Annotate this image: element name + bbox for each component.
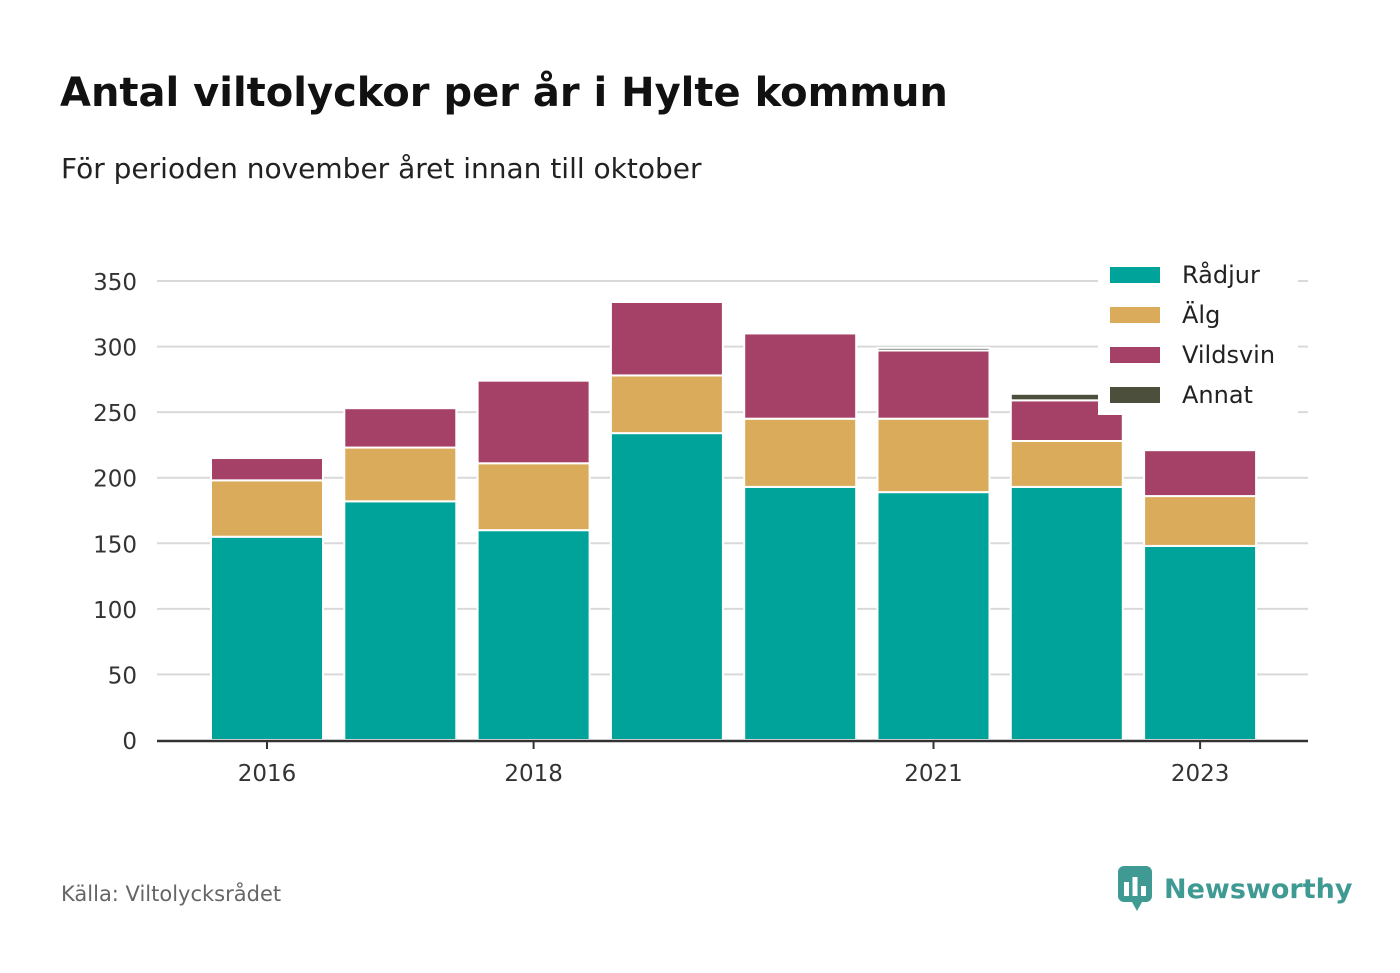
y-tick-label: 300 — [93, 336, 137, 362]
bar-segment-rådjur — [1009, 485, 1124, 741]
source-note: Källa: Viltolycksrådet — [61, 882, 282, 906]
legend-item: Rådjur — [1098, 255, 1298, 295]
x-tick-label: 2021 — [904, 761, 963, 787]
bar-segment-rådjur — [876, 491, 991, 742]
chart-legend: Rådjur Älg Vildsvin Annat — [1098, 255, 1298, 415]
legend-item: Annat — [1098, 375, 1298, 415]
legend-label: Älg — [1182, 301, 1221, 329]
bar-segment-vildsvin — [743, 332, 858, 420]
bar-segment-älg — [1009, 439, 1124, 488]
bar-segment-vildsvin — [876, 349, 991, 420]
bar-segment-rådjur — [1143, 544, 1258, 741]
legend-swatch — [1110, 387, 1160, 403]
legend-item: Vildsvin — [1098, 335, 1298, 375]
y-tick-label: 250 — [93, 401, 137, 427]
legend-label: Vildsvin — [1182, 341, 1276, 369]
x-tick-label: 2018 — [504, 761, 563, 787]
newsworthy-logo-icon — [1118, 866, 1152, 911]
y-tick-label: 350 — [93, 270, 137, 296]
bar-segment-älg — [210, 479, 324, 538]
y-tick-label: 200 — [93, 467, 137, 493]
bar-segment-älg — [609, 374, 724, 435]
legend-swatch — [1110, 267, 1160, 283]
chart-subtitle: För perioden november året innan till ok… — [61, 152, 702, 185]
bar-segment-älg — [1143, 495, 1258, 547]
legend-label: Annat — [1182, 381, 1253, 409]
bar-segment-älg — [343, 446, 458, 503]
bar-segment-vildsvin — [609, 300, 724, 377]
bar-segment-vildsvin — [1143, 449, 1258, 498]
legend-swatch — [1110, 307, 1160, 323]
bar-segment-vildsvin — [343, 407, 458, 449]
legend-item: Älg — [1098, 295, 1298, 335]
bar-segment-rådjur — [609, 432, 724, 741]
bar-segment-rådjur — [743, 485, 858, 741]
bar-segment-annat — [876, 346, 991, 352]
brand-logo: Newsworthy — [1118, 866, 1352, 912]
bar-segment-vildsvin — [210, 457, 324, 482]
bar-segment-rådjur — [210, 535, 324, 741]
bar-segment-älg — [876, 417, 991, 494]
bar-segment-rådjur — [343, 500, 458, 741]
bar-segment-älg — [476, 462, 591, 532]
y-tick-label: 150 — [93, 532, 137, 558]
brand-name: Newsworthy — [1164, 873, 1353, 905]
x-tick-label: 2016 — [238, 761, 297, 787]
bar-segment-älg — [743, 417, 858, 488]
y-tick-label: 0 — [122, 729, 137, 755]
bar-segment-rådjur — [476, 529, 591, 742]
chart-title: Antal viltolyckor per år i Hylte kommun — [60, 70, 948, 116]
bar-segment-vildsvin — [476, 379, 591, 465]
x-tick-label: 2023 — [1171, 761, 1230, 787]
y-tick-label: 50 — [108, 663, 137, 689]
y-tick-label: 100 — [93, 598, 137, 624]
legend-label: Rådjur — [1182, 261, 1260, 289]
legend-swatch — [1110, 347, 1160, 363]
